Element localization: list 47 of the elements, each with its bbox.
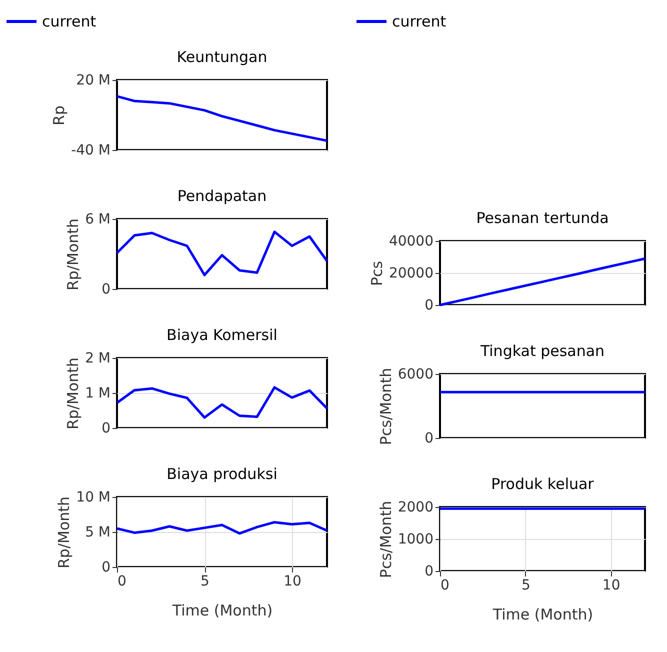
y-tick-label: 0 xyxy=(424,298,434,314)
y-tick-label: 0 xyxy=(102,282,110,298)
line-series xyxy=(116,386,328,419)
line-series xyxy=(116,230,328,276)
y-axis-title: Rp/Month xyxy=(64,218,82,291)
x-axis-title: Time (Month) xyxy=(492,606,594,624)
line-series xyxy=(438,257,646,306)
y-tick-label: 0 xyxy=(424,430,434,446)
y-tick-label: 0 xyxy=(424,564,434,580)
y-tick-label: 5 M xyxy=(85,524,110,540)
chart-title: Keuntungan xyxy=(176,48,268,66)
y-axis-title: Rp/Month xyxy=(64,357,82,430)
chart-title: Pesanan tertunda xyxy=(476,209,609,227)
y-tick-label: -40 M xyxy=(71,142,110,158)
x-tick-label: 10 xyxy=(602,578,620,594)
legend-label: current xyxy=(392,12,446,30)
y-axis-title: Pcs/Month xyxy=(376,368,395,446)
chart-title: Biaya Komersil xyxy=(166,326,278,344)
y-tick-label: 20 M xyxy=(76,72,110,88)
y-tick-label: 1000 xyxy=(398,532,434,548)
y-axis-title: Rp/Month xyxy=(55,496,74,569)
x-tick-label: 5 xyxy=(200,574,210,590)
x-tick-label: 10 xyxy=(284,574,302,590)
chart-title: Biaya produksi xyxy=(166,465,278,483)
y-tick-label: 40000 xyxy=(388,234,434,250)
y-axis-title: Pcs/Month xyxy=(376,500,395,578)
y-tick-label: 2 M xyxy=(85,350,110,366)
line-series xyxy=(116,520,328,535)
chart-title: Produk keluar xyxy=(491,475,595,493)
legend-label: current xyxy=(42,12,96,30)
x-tick-label: 5 xyxy=(521,578,530,594)
y-tick-label: 10 M xyxy=(76,490,110,506)
chart-title: Tingkat pesanan xyxy=(479,342,605,360)
y-tick-label: 6000 xyxy=(398,366,434,382)
y-tick-label: 6 M xyxy=(85,212,110,228)
y-tick-label: 2000 xyxy=(398,500,434,516)
line-series xyxy=(116,95,328,142)
y-tick-label: 1 M xyxy=(85,386,110,402)
y-axis-title: Rp xyxy=(50,106,68,126)
x-tick-label: 0 xyxy=(440,578,450,594)
y-tick-label: 0 xyxy=(102,420,110,436)
y-axis-title: Pcs xyxy=(368,260,386,286)
y-tick-label: 20000 xyxy=(388,266,434,282)
x-axis-title: Time (Month) xyxy=(171,602,273,620)
y-tick-label: 0 xyxy=(102,560,110,576)
chart-title: Pendapatan xyxy=(177,187,267,205)
x-tick-label: 0 xyxy=(118,574,126,590)
